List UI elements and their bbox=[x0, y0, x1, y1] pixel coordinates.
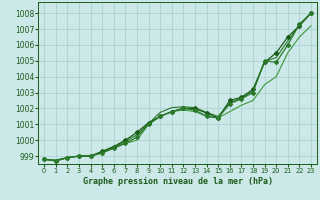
X-axis label: Graphe pression niveau de la mer (hPa): Graphe pression niveau de la mer (hPa) bbox=[83, 177, 273, 186]
